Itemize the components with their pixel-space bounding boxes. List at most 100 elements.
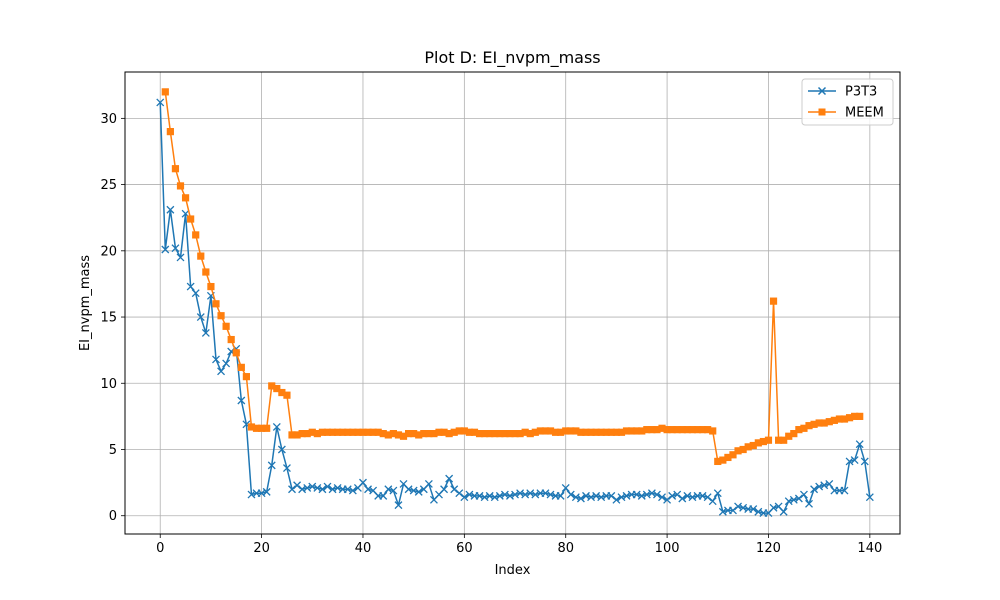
data-point-meem <box>278 388 286 397</box>
data-point-meem <box>207 282 215 291</box>
data-point-meem <box>435 428 443 436</box>
data-point-p3t3 <box>247 490 256 499</box>
data-point-p3t3 <box>592 491 601 500</box>
chart-title: Plot D: EI_nvpm_mass <box>424 48 600 68</box>
data-point-p3t3 <box>348 486 357 495</box>
data-point-meem <box>491 429 499 438</box>
data-point-meem <box>638 427 646 435</box>
data-point-p3t3 <box>703 493 712 502</box>
data-point-p3t3 <box>546 490 555 499</box>
data-point-meem <box>754 439 762 447</box>
data-point-meem <box>622 427 631 435</box>
data-point-p3t3 <box>212 355 220 364</box>
series-meem <box>161 88 864 466</box>
data-point-meem <box>521 428 529 436</box>
data-point-meem <box>775 436 783 444</box>
data-point-p3t3 <box>789 495 798 504</box>
data-point-p3t3 <box>637 491 646 500</box>
data-point-meem <box>506 429 514 438</box>
x-tick-label: 100 <box>655 541 680 556</box>
data-point-meem <box>845 414 854 422</box>
data-point-meem <box>486 429 494 438</box>
data-point-p3t3 <box>455 489 464 498</box>
data-point-p3t3 <box>541 489 550 498</box>
data-point-p3t3 <box>845 457 854 466</box>
data-point-meem <box>617 428 626 436</box>
data-point-meem <box>242 373 250 381</box>
data-point-meem <box>683 426 691 434</box>
data-point-meem <box>334 428 342 436</box>
data-point-p3t3 <box>622 491 631 500</box>
data-point-p3t3 <box>739 503 748 512</box>
y-tick-label: 10 <box>100 377 117 392</box>
data-point-meem <box>562 427 570 435</box>
data-point-p3t3 <box>217 367 226 376</box>
x-tick-label: 80 <box>557 541 574 556</box>
data-point-p3t3 <box>409 486 418 495</box>
data-point-meem <box>374 428 382 436</box>
data-point-p3t3 <box>566 490 575 499</box>
data-point-meem <box>288 431 296 439</box>
data-point-p3t3 <box>440 485 449 494</box>
data-point-meem <box>349 428 357 436</box>
data-point-meem <box>805 422 813 430</box>
data-point-meem <box>252 424 261 432</box>
data-point-p3t3 <box>156 98 165 107</box>
data-point-p3t3 <box>769 503 778 512</box>
data-point-meem <box>780 436 788 444</box>
data-point-meem <box>769 297 778 305</box>
data-point-p3t3 <box>176 253 185 262</box>
data-point-p3t3 <box>516 489 525 498</box>
data-point-p3t3 <box>688 493 697 502</box>
data-point-meem <box>759 437 767 446</box>
data-point-p3t3 <box>267 461 276 470</box>
data-point-meem <box>688 426 697 434</box>
x-axis-label: Index <box>495 563 531 578</box>
data-point-p3t3 <box>799 490 808 499</box>
data-point-p3t3 <box>303 483 312 492</box>
data-point-p3t3 <box>708 497 717 506</box>
data-point-meem <box>176 182 185 190</box>
data-point-p3t3 <box>860 457 869 466</box>
data-point-meem <box>582 428 590 436</box>
data-point-meem <box>202 268 210 276</box>
data-point-p3t3 <box>506 491 514 500</box>
data-point-meem <box>633 427 641 435</box>
data-point-p3t3 <box>521 490 530 499</box>
data-point-meem <box>217 312 225 320</box>
data-point-meem <box>815 419 823 427</box>
data-point-p3t3 <box>612 495 621 504</box>
data-point-p3t3 <box>652 490 661 499</box>
data-point-p3t3 <box>663 495 672 504</box>
data-point-p3t3 <box>729 506 737 515</box>
data-point-p3t3 <box>718 507 727 516</box>
data-point-meem <box>394 431 403 439</box>
data-point-meem <box>445 429 453 438</box>
data-point-p3t3 <box>384 485 393 494</box>
data-point-meem <box>810 420 818 428</box>
data-point-meem <box>475 429 484 438</box>
data-point-meem <box>399 432 408 440</box>
data-point-meem <box>729 451 737 459</box>
y-tick-label: 25 <box>100 178 117 193</box>
data-point-meem <box>247 423 256 431</box>
data-point-meem <box>709 427 717 435</box>
data-point-p3t3 <box>587 493 596 502</box>
data-point-p3t3 <box>678 494 687 503</box>
data-point-meem <box>171 165 180 173</box>
data-point-meem <box>268 382 276 390</box>
data-point-meem <box>212 300 220 308</box>
legend-label-meem: MEEM <box>845 106 884 121</box>
data-point-p3t3 <box>561 483 570 492</box>
data-point-meem <box>379 429 387 438</box>
data-point-p3t3 <box>495 491 504 500</box>
data-point-p3t3 <box>820 481 829 490</box>
y-tick-label: 15 <box>100 311 117 326</box>
data-point-meem <box>577 428 585 436</box>
data-point-p3t3 <box>343 485 352 494</box>
data-point-meem <box>283 391 291 399</box>
data-point-meem <box>830 416 838 424</box>
data-point-p3t3 <box>257 489 266 498</box>
data-point-meem <box>800 424 808 432</box>
data-point-p3t3 <box>531 490 540 499</box>
